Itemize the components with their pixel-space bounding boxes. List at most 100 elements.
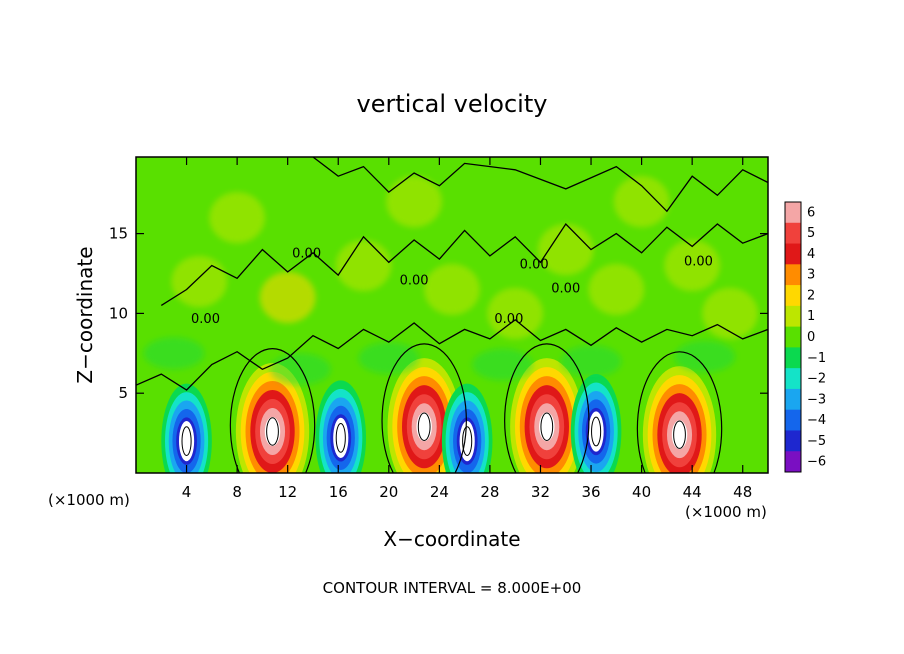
x-tick-label-20: 20	[379, 483, 398, 501]
colorbar-swatch-11	[785, 409, 801, 431]
colorbar-label-2: 5	[807, 226, 815, 241]
updraft-band	[416, 412, 432, 442]
low-patch-1	[143, 337, 205, 370]
updraft-zero-contour	[504, 343, 590, 473]
colorbar: 6 5 4 3 2 1 0 −1 −2 −3 −4 −5 −6	[784, 201, 826, 473]
colorbar-frame	[784, 201, 802, 473]
x-tick-label-24: 24	[430, 483, 449, 501]
updraft-4	[642, 366, 717, 473]
colorbar-label-5: 2	[807, 288, 815, 303]
colorbar-swatch-7	[785, 326, 801, 348]
downdraft-core-contour	[335, 423, 346, 453]
downdraft-2	[315, 380, 367, 473]
y-tick-label-5: 5	[118, 384, 128, 402]
low-patch-6	[674, 340, 736, 373]
x-tick-label-44: 44	[683, 483, 702, 501]
colorbar-label-13: −6	[807, 455, 826, 470]
contour-label-2: 0.00	[292, 247, 321, 262]
downdraft-core-contour	[591, 416, 602, 447]
updraft-core-contour	[266, 417, 279, 446]
field-patch-3	[335, 239, 392, 292]
x-axis-label: X−coordinate	[383, 527, 520, 551]
field-patch-11	[386, 176, 442, 228]
downdraft-1	[161, 383, 212, 473]
x-tick-label-28: 28	[480, 483, 499, 501]
colorbar-swatch-8	[785, 347, 801, 369]
updraft-zero-contour	[636, 351, 723, 473]
y-axis: 5 10 15	[109, 225, 768, 402]
colorbar-swatch-1	[785, 202, 801, 224]
field-patch-10	[209, 192, 265, 244]
updraft-3	[510, 358, 584, 473]
downdraft-core	[333, 417, 349, 458]
upper-contour-3	[312, 157, 768, 213]
contour-label-1: 0.00	[191, 312, 220, 327]
field-patch-7	[588, 263, 645, 316]
colorbar-swatch-3	[785, 243, 801, 265]
colorbar-label-12: −5	[807, 434, 826, 449]
low-patch-4	[472, 348, 533, 381]
low-patch-2	[269, 353, 331, 386]
colorbar-swatch-4	[785, 264, 801, 286]
upper-contour-2	[160, 222, 768, 306]
plot-frame	[135, 156, 769, 474]
y-axis-label: Z−coordinate	[73, 246, 97, 383]
updraft-core-contour	[417, 412, 431, 441]
x-tick-label-36: 36	[581, 483, 600, 501]
x-tick-label-32: 32	[531, 483, 550, 501]
downdraft-core-contour	[181, 426, 192, 456]
downdraft-core	[178, 420, 195, 462]
x-unit-label: (×1000 m)	[48, 491, 130, 509]
y-tick-label-15: 15	[109, 225, 128, 243]
colorbar-label-10: −3	[807, 392, 826, 407]
colorbar-swatch-2	[785, 222, 801, 245]
colorbar-swatch-10	[785, 388, 801, 411]
colorbar-swatch-9	[785, 368, 801, 390]
updraft-core-contour	[540, 412, 554, 441]
contour-label-7: 0.00	[684, 255, 713, 270]
updraft-zero-contour	[229, 348, 316, 473]
colorbar-label-3: 4	[807, 247, 815, 262]
colorbar-label-7: 0	[807, 330, 815, 345]
colorbar-label-8: −1	[807, 351, 826, 366]
colorbar-label-4: 3	[807, 268, 815, 283]
updraft-zero-contour	[381, 343, 467, 473]
x-tick-label-16: 16	[329, 483, 348, 501]
low-patch-5	[560, 345, 622, 378]
updraft-band	[671, 420, 688, 450]
colorbar-swatch-5	[785, 285, 801, 307]
plot-area: 0.000.000.000.000.000.000.00	[136, 157, 768, 473]
x-axis: 4 8 12 16 20 24 28 32 36 40 44 48	[182, 157, 752, 501]
x-tick-label-48: 48	[733, 483, 752, 501]
colorbar-swatch-6	[785, 305, 801, 328]
contour-label-3: 0.00	[400, 274, 429, 289]
field-patch-9	[702, 287, 758, 339]
x-tick-label-12: 12	[278, 483, 297, 501]
field-patch-5	[487, 287, 544, 339]
updraft-core-contour	[673, 420, 686, 449]
colorbar-swatch-13	[785, 451, 801, 473]
colorbar-label-11: −4	[807, 413, 826, 428]
downdraft-3	[441, 383, 493, 473]
colorbar-swatch-12	[785, 430, 801, 452]
updraft-band	[539, 412, 555, 442]
contour-label-5: 0.00	[520, 258, 549, 273]
contour-label-6: 0.00	[551, 282, 580, 297]
field-patch-6	[537, 224, 594, 276]
updraft-band	[264, 417, 281, 446]
field-patch-8	[664, 239, 720, 292]
field-patch-1	[171, 255, 228, 308]
field-patch-4	[424, 263, 480, 316]
colorbar-label-6: 1	[807, 309, 815, 324]
colorbar-label-9: −2	[807, 372, 826, 387]
field-patch-2	[259, 271, 316, 323]
x-unit-label-right: (×1000 m)	[685, 503, 767, 521]
downdraft-core-contour	[462, 426, 473, 456]
field-patch-12	[613, 176, 670, 228]
colorbar-label-1: 6	[807, 205, 815, 220]
chart-title: vertical velocity	[357, 90, 548, 118]
low-patch-3	[358, 342, 420, 375]
y-tick-label-10: 10	[109, 304, 128, 322]
downdraft-core	[588, 411, 604, 452]
